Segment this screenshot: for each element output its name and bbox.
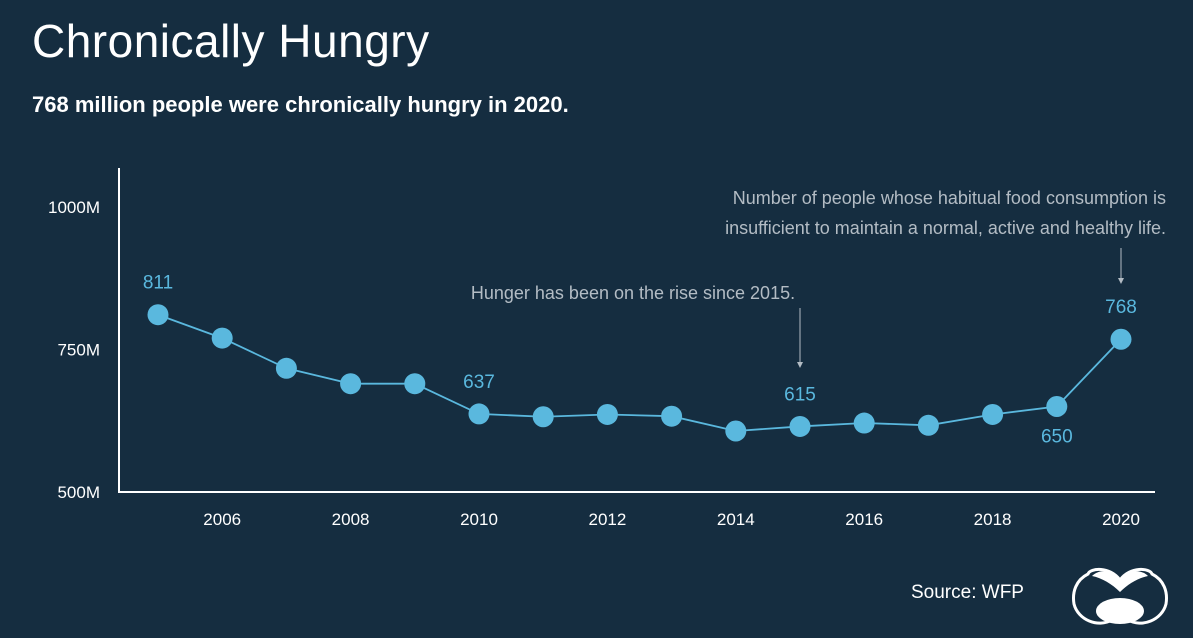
data-label: 615 xyxy=(784,384,816,405)
chart-title: Chronically Hungry xyxy=(32,15,430,67)
x-tick-label: 2018 xyxy=(974,510,1012,529)
source-note: Source: WFP xyxy=(911,582,1024,603)
x-tick-label: 2014 xyxy=(717,510,755,529)
x-tick-label: 2006 xyxy=(203,510,241,529)
data-point xyxy=(661,405,683,427)
x-tick-label: 2020 xyxy=(1102,510,1140,529)
data-point xyxy=(917,414,939,436)
data-point xyxy=(404,373,426,395)
chart-subtitle: 768 million people were chronically hung… xyxy=(32,92,569,117)
data-point xyxy=(853,412,875,434)
x-tick-label: 2016 xyxy=(845,510,883,529)
data-point xyxy=(147,304,169,326)
series-line xyxy=(157,313,1122,432)
data-point xyxy=(211,327,233,349)
data-label: 637 xyxy=(463,372,495,393)
y-tick-label: 1000M xyxy=(48,198,100,217)
annotation-text: Number of people whose habitual food con… xyxy=(733,188,1166,208)
data-point xyxy=(1046,396,1068,417)
data-point xyxy=(725,420,747,442)
annotation-text: insufficient to maintain a normal, activ… xyxy=(725,218,1166,238)
x-tick-label: 2010 xyxy=(460,510,498,529)
arrow-head-icon xyxy=(1118,278,1124,284)
data-point xyxy=(1110,328,1132,350)
data-point xyxy=(275,357,297,379)
arrow-head-icon xyxy=(797,362,803,368)
x-tick-label: 2008 xyxy=(332,510,370,529)
y-tick-label: 500M xyxy=(57,483,100,502)
data-point xyxy=(596,403,618,425)
data-label: 768 xyxy=(1105,297,1137,318)
data-label: 650 xyxy=(1041,427,1073,448)
data-point xyxy=(789,415,811,437)
data-point xyxy=(532,406,554,428)
x-tick-label: 2012 xyxy=(588,510,626,529)
data-label: 811 xyxy=(143,273,173,294)
y-tick-label: 750M xyxy=(57,341,100,360)
data-point xyxy=(468,403,490,425)
data-point xyxy=(340,373,362,395)
annotation-text: Hunger has been on the rise since 2015. xyxy=(471,283,795,303)
data-point xyxy=(982,403,1004,425)
